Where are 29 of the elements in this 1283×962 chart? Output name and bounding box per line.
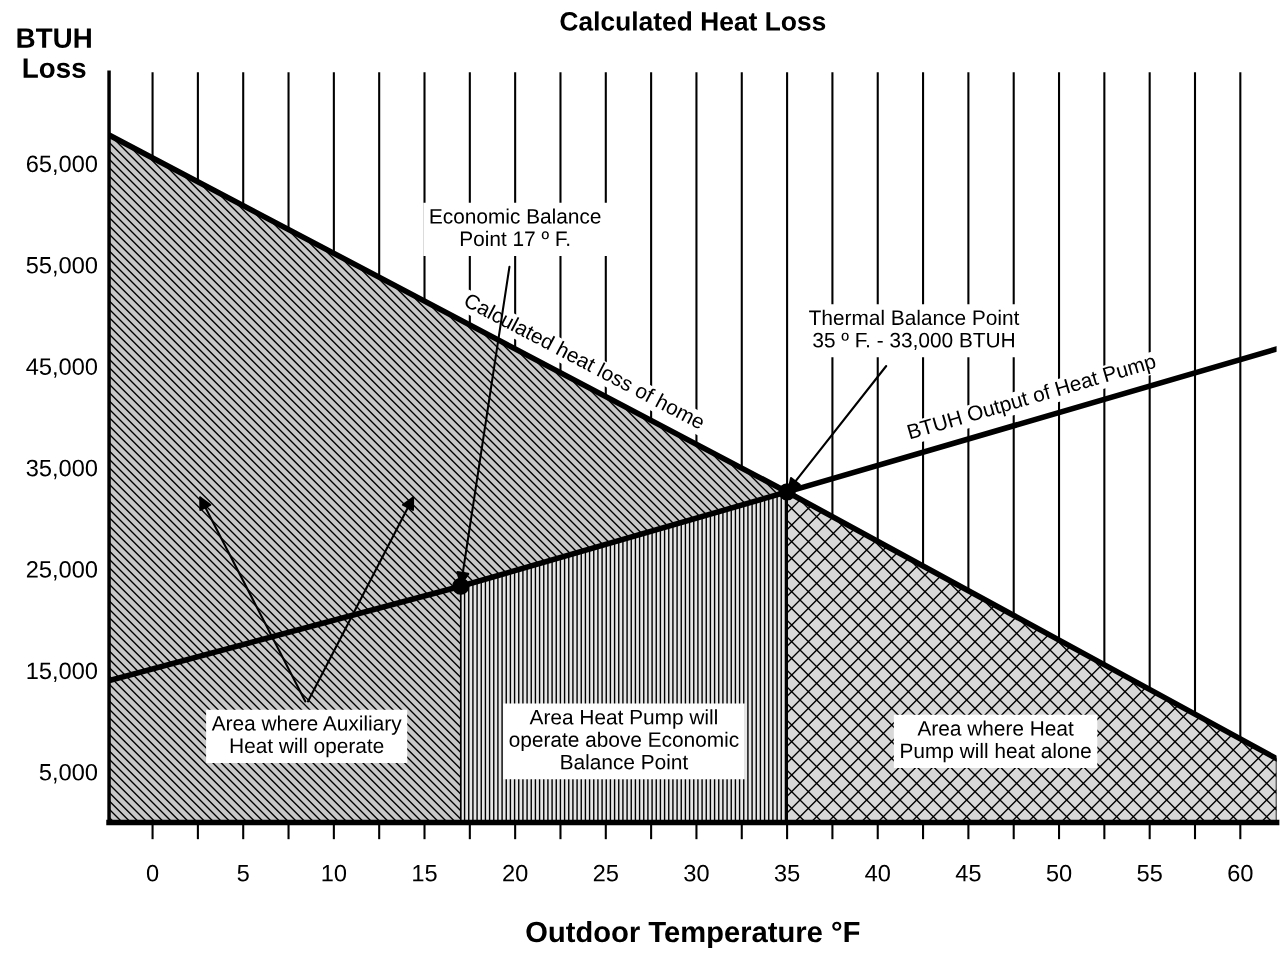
x-tick-label: 30 <box>684 864 709 882</box>
y-tick-label: 15,000 <box>27 662 98 682</box>
annotation: Economic Balance Point 17 º F. <box>430 208 601 247</box>
y-tick-label: 25,000 <box>26 561 98 581</box>
annotation: Area where Auxiliary Heat will operate <box>211 715 402 758</box>
x-tick-label: 20 <box>503 864 528 882</box>
annotation: Area where Heat Pump will heat alone <box>901 720 1091 763</box>
x-tick-label: 0 <box>146 864 159 882</box>
x-axis-title: Outdoor Temperature °F <box>526 920 860 949</box>
x-tick-label: 50 <box>1046 864 1072 882</box>
annotation: Area Heat Pump will operate above Economic Balance Point <box>509 709 739 770</box>
y-tick-label: 45,000 <box>26 358 98 378</box>
x-tick-label: 40 <box>865 864 890 882</box>
x-tick-label: 5 <box>237 865 249 882</box>
x-tick-label: 35 <box>774 864 800 882</box>
text: BTUH Output of Heat Pump <box>906 352 1158 444</box>
x-tick-label: 60 <box>1228 864 1253 882</box>
x-tick-label: 15 <box>413 865 437 882</box>
y-tick-label: 5,000 <box>39 763 98 784</box>
y-tick-label: 35,000 <box>26 459 98 480</box>
y-tick-label: 65,000 <box>26 155 98 175</box>
x-tick-label: 45 <box>955 865 981 882</box>
chart-title: Calculated Heat Loss <box>560 11 826 31</box>
y-axis-title: BTUH Loss <box>17 28 91 78</box>
y-tick-label: 55,000 <box>26 256 98 277</box>
x-tick-label: 10 <box>322 864 347 882</box>
x-tick-label: 25 <box>593 864 618 882</box>
x-tick-label: 55 <box>1137 865 1162 882</box>
annotation: Thermal Balance Point 35 º F. - 33,000 BTUH <box>809 309 1020 350</box>
